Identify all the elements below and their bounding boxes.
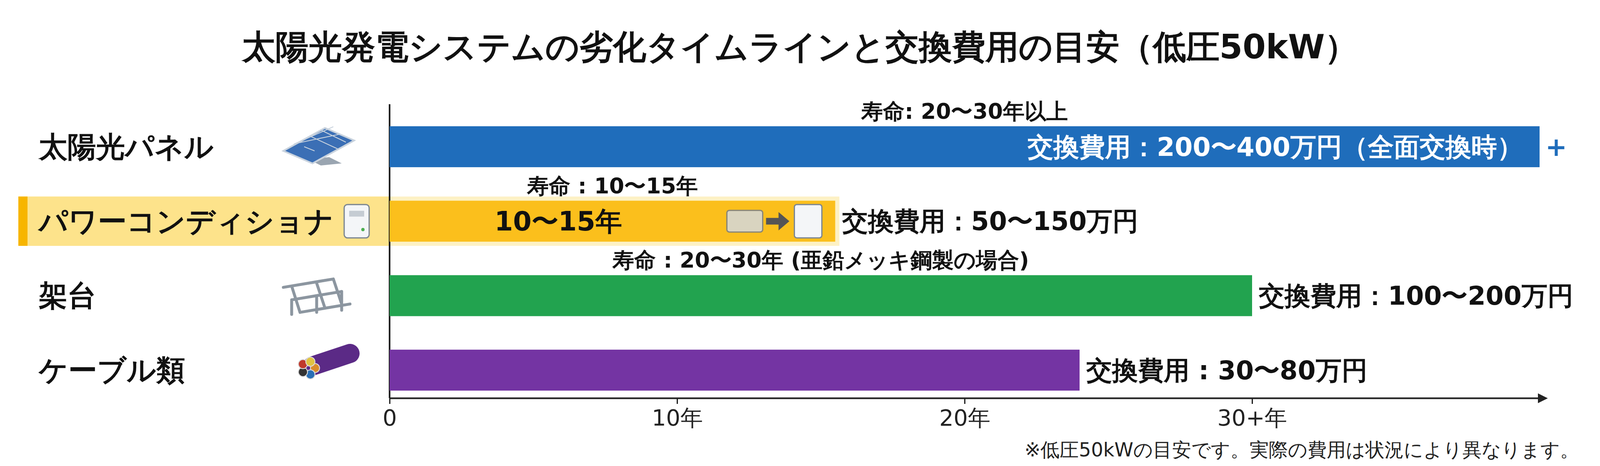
x-tick-label: 0: [382, 404, 397, 431]
x-tick: 0: [382, 397, 397, 431]
annotations: 寿命: 20〜30年以上交換費用：200〜400万円（全面交換時） + 寿命 : 1…: [494, 98, 1574, 386]
bar: [389, 349, 1080, 391]
cost-label: 交換費用 : 30〜80万円: [1085, 355, 1368, 386]
x-axis: 0 10年 20年 30+年: [382, 397, 1540, 431]
x-tick-mark: [676, 397, 678, 404]
category-label: 架台: [38, 278, 97, 313]
note: ※低圧50kWの目安です。実際の費用は状況により異なります。: [1024, 438, 1580, 461]
icon-panel: [283, 126, 355, 166]
icon-arrow: [766, 212, 790, 231]
bar: [389, 126, 1540, 168]
bar: [389, 200, 836, 242]
chart: 太陽光発電システムの劣化タイムラインと交換費用の目安（低圧50kW） 太陽光パネル…: [0, 0, 1600, 466]
icons: [283, 126, 370, 379]
bar: [389, 275, 1253, 316]
x-tick-label: 20年: [939, 404, 991, 431]
icon-part: [349, 210, 365, 217]
cost-label: 交換費用：100〜200万円: [1258, 280, 1574, 311]
x-tick: 30+年: [1217, 397, 1288, 431]
x-tick: 10年: [651, 397, 703, 431]
category-label: 太陽光パネル: [37, 130, 214, 164]
icon-old-pcs: [727, 210, 763, 233]
icon-part: [305, 357, 315, 367]
icon-part: [293, 126, 346, 151]
x-tick-mark: [1251, 397, 1253, 404]
icon-part: [361, 227, 365, 232]
category-labels: 太陽光パネルパワーコンディショナ架台ケーブル類: [37, 130, 334, 387]
row-highlight-left: [18, 196, 390, 246]
highlight-layer: [18, 196, 840, 246]
icon-cable: [298, 353, 350, 379]
x-tick-label: 10年: [651, 404, 703, 431]
row-highlight-strip: [18, 196, 28, 246]
category-label: パワーコンディショナ: [37, 204, 334, 238]
icon-new-pcs: [794, 204, 823, 238]
lifespan-label: 寿命 : 20〜30年 (亜鉛メッキ鋼製の場合): [612, 247, 1029, 273]
lifespan-label: 寿命: 20〜30年以上: [860, 98, 1068, 124]
x-tick: 20年: [939, 397, 991, 431]
cost-label: 交換費用：50〜150万円: [841, 205, 1139, 237]
bars: [389, 126, 1540, 391]
lifespan-label: 寿命 : 10〜15年: [526, 173, 698, 199]
icon-frame: [283, 278, 350, 315]
bar-label: 10〜15年: [494, 205, 623, 237]
icon-part: [312, 353, 350, 366]
x-tick-label: 30+年: [1217, 404, 1288, 431]
end-mark: +: [1545, 131, 1568, 163]
title: 太陽光発電システムの劣化タイムラインと交換費用の目安（低圧50kW）: [241, 27, 1359, 67]
icon-pcs: [344, 204, 370, 238]
icon-part: [283, 278, 350, 315]
x-tick-mark: [389, 397, 391, 404]
row-highlight: [18, 196, 840, 246]
cost-label: 交換費用：200〜400万円（全面交換時）: [1027, 131, 1523, 163]
x-tick-mark: [964, 397, 966, 404]
icon-part: [344, 204, 370, 238]
category-label: ケーブル類: [37, 353, 185, 387]
